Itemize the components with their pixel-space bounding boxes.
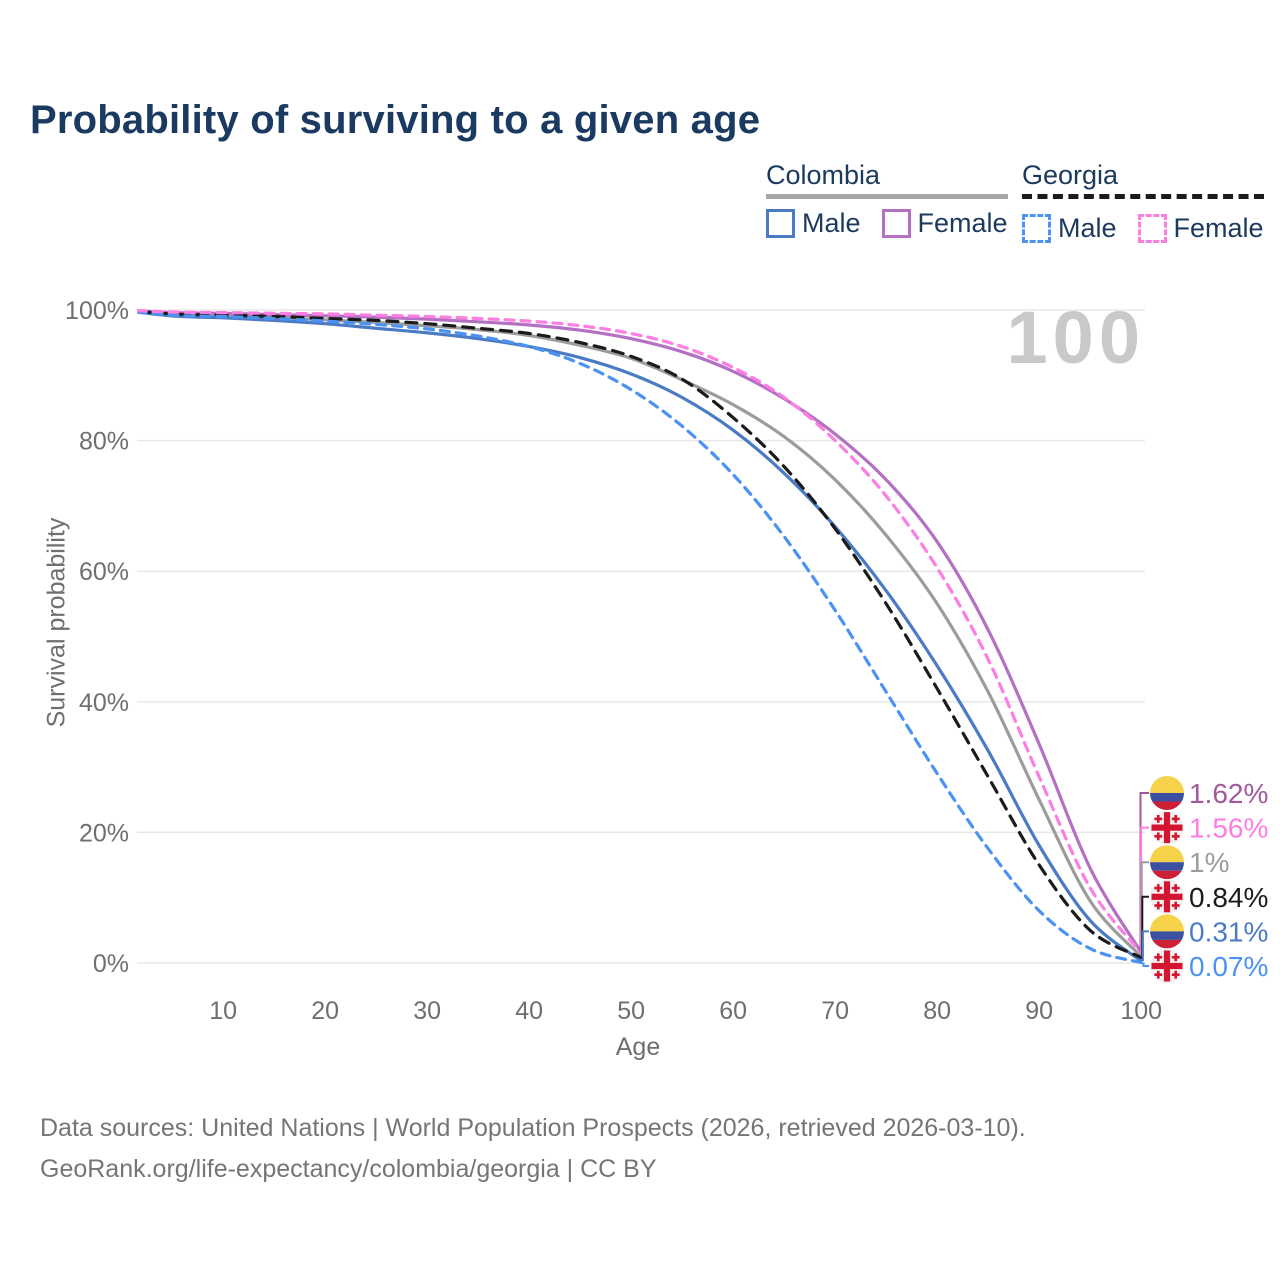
hover-age-watermark: 100 xyxy=(1006,296,1145,379)
y-tick-label: 80% xyxy=(79,428,129,456)
georgia-male-swatch-icon[interactable] xyxy=(1022,214,1051,243)
page-title: Probability of surviving to a given age xyxy=(30,98,761,142)
x-tick-label: 100 xyxy=(1120,997,1162,1025)
colombia-male-swatch-icon[interactable] xyxy=(766,209,795,238)
x-tick-label: 30 xyxy=(413,997,441,1025)
end-value-label-colombia[interactable]: 1% xyxy=(1189,847,1229,878)
series-curve-colombia-female[interactable] xyxy=(121,309,1143,954)
legend-title-georgia[interactable]: Georgia xyxy=(1022,160,1119,190)
x-tick-label: 40 xyxy=(515,997,543,1025)
footer-attribution: GeoRank.org/life-expectancy/colombia/geo… xyxy=(40,1155,657,1183)
legend-item-colombia-female[interactable]: Female xyxy=(881,208,1008,239)
x-tick-label: 20 xyxy=(311,997,339,1025)
legend-label: Female xyxy=(917,208,1008,238)
footer-data-sources: Data sources: United Nations | World Pop… xyxy=(40,1114,1026,1142)
georgia-female-swatch-icon[interactable] xyxy=(1137,214,1167,243)
flag-georgia-icon xyxy=(1150,879,1184,914)
legend-group-georgia: Georgia Male Female xyxy=(1022,160,1264,244)
legend-item-georgia-male[interactable]: Male xyxy=(1022,213,1117,244)
flag-colombia-icon xyxy=(1150,776,1184,810)
end-value-label-georgia-female[interactable]: 1.56% xyxy=(1189,813,1268,844)
series-curve-georgia-male[interactable] xyxy=(121,310,1143,965)
flag-georgia-icon xyxy=(1150,810,1184,845)
series-curve-georgia[interactable] xyxy=(121,309,1143,960)
legend-title-colombia[interactable]: Colombia xyxy=(766,160,881,190)
series-curve-georgia-female[interactable] xyxy=(121,309,1143,955)
end-value-label-colombia-female[interactable]: 1.62% xyxy=(1189,778,1268,809)
flag-georgia-icon xyxy=(1150,949,1184,983)
x-tick-label: 50 xyxy=(617,997,645,1025)
y-tick-label: 40% xyxy=(79,689,129,717)
legend-label: Male xyxy=(1058,213,1117,243)
colombia-line-sample xyxy=(766,194,1008,199)
y-tick-label: 0% xyxy=(93,950,129,978)
x-tick-label: 60 xyxy=(719,997,747,1025)
x-tick-label: 90 xyxy=(1025,997,1053,1025)
x-axis-label: Age xyxy=(615,1033,661,1061)
y-tick-label: 60% xyxy=(79,558,129,586)
georgia-line-sample xyxy=(1022,194,1264,204)
end-label-connector xyxy=(1141,930,1149,961)
series-curve-colombia-male[interactable] xyxy=(121,310,1143,963)
y-tick-label: 20% xyxy=(79,819,129,847)
end-value-label-georgia-male[interactable]: 0.07% xyxy=(1189,951,1268,982)
flag-colombia-icon xyxy=(1150,914,1184,949)
legend-label: Male xyxy=(802,208,861,238)
flag-colombia-icon xyxy=(1150,845,1184,880)
x-tick-label: 10 xyxy=(209,997,237,1025)
legend-label: Female xyxy=(1173,213,1264,243)
x-tick-label: 80 xyxy=(923,997,951,1025)
end-value-label-georgia[interactable]: 0.84% xyxy=(1189,882,1268,913)
y-axis-label: Survival probability xyxy=(42,517,71,728)
legend-item-georgia-female[interactable]: Female xyxy=(1137,213,1264,244)
y-tick-label: 100% xyxy=(65,297,129,325)
footer: Data sources: United Nations | World Pop… xyxy=(40,1108,1026,1190)
x-tick-label: 70 xyxy=(821,997,849,1025)
legend-item-colombia-male[interactable]: Male xyxy=(766,208,861,239)
end-label-connector xyxy=(1142,962,1149,967)
colombia-female-swatch-icon[interactable] xyxy=(881,209,911,238)
legend-group-colombia: Colombia Male Female xyxy=(766,160,1008,239)
end-value-label-colombia-male[interactable]: 0.31% xyxy=(1189,916,1268,947)
